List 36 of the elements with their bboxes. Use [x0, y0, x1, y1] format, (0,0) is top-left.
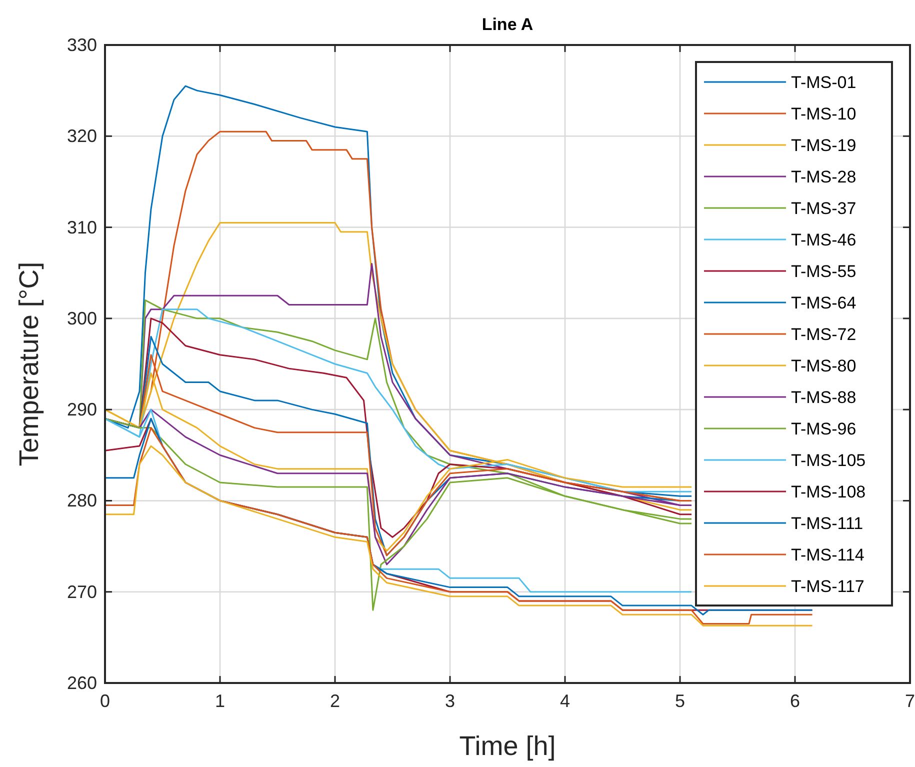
legend-label: T-MS-72: [791, 325, 856, 344]
y-tick-label: 260: [66, 673, 97, 693]
legend-label: T-MS-55: [791, 262, 856, 281]
y-tick-label: 270: [66, 582, 97, 602]
y-tick-label: 320: [66, 126, 97, 146]
legend-label: T-MS-28: [791, 168, 856, 186]
legend-label: T-MS-64: [791, 294, 856, 312]
x-tick-label: 4: [560, 691, 570, 711]
legend-label: T-MS-108: [791, 482, 866, 502]
x-tick-label: 3: [444, 691, 456, 711]
legend-label: T-MS-19: [791, 136, 856, 155]
y-tick-label: 330: [66, 35, 97, 55]
y-axis-title: Temperature [°C]: [14, 262, 44, 466]
legend-label: T-MS-46: [791, 230, 856, 250]
legend-label: T-MS-111: [791, 514, 864, 533]
x-tick-label: 6: [790, 691, 800, 711]
y-tick-label: 290: [66, 400, 97, 420]
legend-label: T-MS-117: [791, 577, 864, 596]
x-tick-label: 5: [674, 691, 686, 711]
x-tick-label: 1: [214, 691, 226, 711]
legend-label: T-MS-01: [791, 73, 856, 92]
legend-label: T-MS-114: [791, 546, 864, 564]
x-tick-label: 7: [904, 691, 915, 711]
chart-title: Line A: [482, 15, 534, 34]
y-tick-label: 280: [66, 490, 97, 511]
x-tick-label: 2: [330, 691, 340, 711]
y-tick-label: 300: [66, 308, 97, 328]
legend-label: T-MS-80: [791, 356, 856, 376]
legend-label: T-MS-88: [791, 388, 856, 407]
legend-label: T-MS-105: [791, 451, 866, 470]
legend-label: T-MS-10: [791, 104, 856, 124]
legend-label: T-MS-37: [791, 199, 856, 218]
x-tick-label: 0: [100, 691, 110, 711]
legend-label: T-MS-96: [791, 420, 856, 438]
y-tick-label: 310: [66, 217, 97, 238]
x-axis-title: Time [h]: [459, 731, 556, 761]
